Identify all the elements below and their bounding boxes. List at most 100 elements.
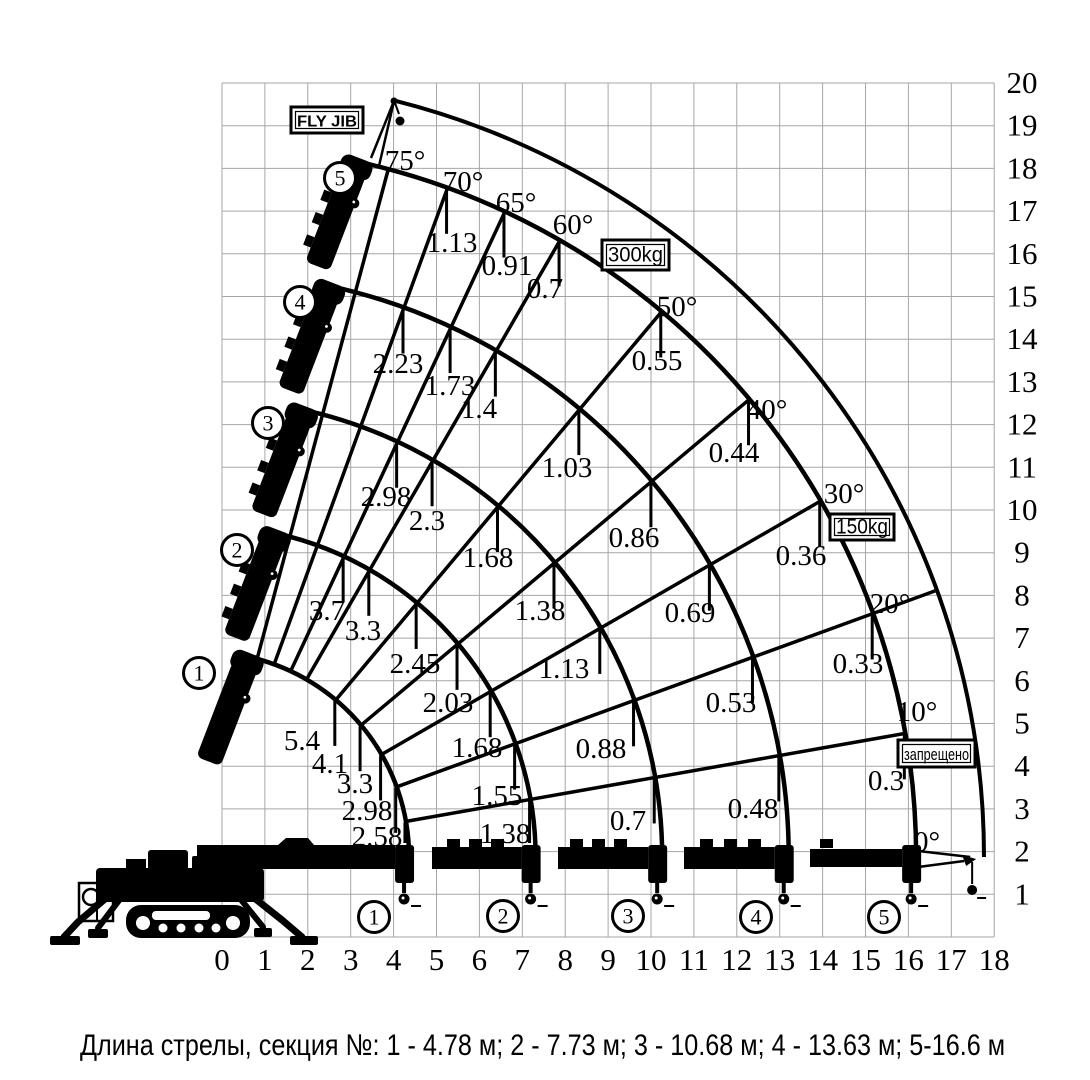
x-axis-tick-label: 0	[214, 942, 230, 977]
hook-eye	[401, 896, 405, 900]
raised-hook	[322, 322, 333, 333]
raised-hook-eye	[270, 572, 274, 576]
jib-hook	[967, 885, 978, 895]
x-axis-tick-label: 10	[636, 942, 667, 977]
boom-lug	[469, 839, 482, 848]
load-value: 0.69	[665, 597, 716, 629]
boom-bar-5	[810, 849, 903, 867]
angle-line-40	[360, 397, 751, 726]
marker-circle	[283, 285, 317, 319]
angle-line-70	[272, 187, 450, 665]
boom-bar-2	[432, 847, 522, 869]
raised-boom-lug	[303, 234, 315, 248]
x-axis-tick-label: 8	[557, 942, 573, 977]
crane-engine-box	[192, 856, 240, 870]
outrigger-pad	[88, 929, 108, 938]
x-axis-tick-label: 15	[850, 942, 881, 977]
tag-label: FLY JIB	[297, 114, 357, 131]
marker-circle	[251, 406, 285, 440]
raised-hook	[349, 198, 360, 209]
marker-left-3: 3	[251, 406, 285, 440]
crane-deck	[96, 868, 264, 902]
boom-head-5	[902, 845, 922, 883]
marker-number: 1	[369, 905, 380, 930]
track-wheel	[211, 923, 221, 933]
angle-label: 40°	[747, 394, 788, 426]
y-axis-tick-label: 12	[1007, 407, 1038, 442]
load-value: 2.23	[373, 348, 424, 380]
y-axis-tick-label: 1	[1014, 876, 1030, 911]
section-arc-3	[301, 407, 665, 858]
load-value: 1.13	[427, 227, 478, 259]
marker-bottom-5: 5	[867, 900, 901, 934]
raised-hook	[240, 693, 251, 704]
angle-label: 60°	[553, 209, 594, 241]
load-value: 0.36	[776, 540, 827, 572]
x-axis-tick-label: 17	[936, 942, 967, 977]
raised-boom-bar	[252, 416, 310, 518]
load-value: 0.86	[609, 522, 660, 554]
x-axis-tick-label: 16	[893, 942, 924, 977]
raised-boom-3	[248, 402, 318, 518]
raised-hook	[294, 446, 305, 457]
boom-lug	[447, 839, 460, 848]
y-axis-tick-label: 18	[1007, 150, 1038, 185]
jib-frame-bottom	[917, 859, 965, 869]
boom-lug	[592, 839, 605, 848]
x-axis-tick-label: 11	[679, 942, 709, 977]
x-axis-tick-label: 9	[600, 942, 616, 977]
x-axis-tick-label: 12	[721, 942, 752, 977]
track-wheel	[226, 916, 240, 930]
x-axis-tick-label: 5	[429, 942, 445, 977]
raised-boom-head	[230, 649, 264, 676]
y-axis-tick-label: 5	[1014, 706, 1030, 741]
y-axis-tick-label: 3	[1014, 791, 1030, 826]
boom-bar-3	[558, 847, 649, 869]
crane-silhouette	[50, 850, 318, 945]
angle-label: 70°	[443, 166, 484, 198]
track-wheel	[194, 923, 204, 933]
outrigger-pad	[50, 936, 80, 945]
y-axis-tick-label: 11	[1007, 449, 1037, 484]
marker-left-5: 5	[323, 161, 357, 195]
load-value: 2.03	[423, 687, 474, 719]
load-value: 3.7	[309, 595, 345, 627]
boom-lug	[700, 839, 713, 848]
raised-boom-head	[257, 526, 291, 552]
boom-lug	[724, 839, 737, 848]
marker-number: 5	[879, 905, 890, 930]
marker-number: 4	[295, 290, 306, 315]
load-value: 0.48	[728, 793, 779, 825]
raised-booms-layer	[198, 97, 405, 765]
y-axis-tick-label: 9	[1014, 535, 1030, 570]
y-axis-tick-label: 17	[1007, 193, 1038, 228]
raised-hook	[267, 569, 278, 580]
raised-boom-lug	[221, 606, 233, 620]
raised-boom-1	[198, 649, 264, 765]
track-wheel	[136, 916, 150, 930]
boom-arcs-layer	[247, 98, 986, 858]
horizontal-booms-layer	[197, 838, 987, 907]
angle-label: 10°	[897, 696, 938, 728]
load-value: 1.68	[463, 542, 514, 574]
jib-frame-top	[917, 849, 971, 859]
marker-circle	[611, 899, 645, 933]
load-value: 2.98	[342, 795, 393, 827]
track-wheel	[176, 923, 186, 933]
angle-line-75	[255, 168, 390, 659]
raised-boom-lug	[311, 212, 324, 226]
outrigger-pad	[290, 936, 318, 945]
raised-boom-lug	[257, 460, 269, 474]
tag-kg300: 300kg	[600, 238, 671, 272]
y-axis-tick-label: 10	[1007, 492, 1038, 527]
raised-boom-bar	[279, 292, 337, 394]
angle-line-50	[335, 310, 664, 701]
y-axis-tick-label: 19	[1007, 108, 1038, 143]
raised-boom-lug	[230, 583, 242, 597]
hook-eye	[654, 896, 658, 900]
crane-cab	[148, 850, 188, 870]
load-value: 3.3	[345, 615, 381, 647]
jib-pulley	[962, 855, 977, 866]
raised-boom-head	[311, 278, 346, 305]
